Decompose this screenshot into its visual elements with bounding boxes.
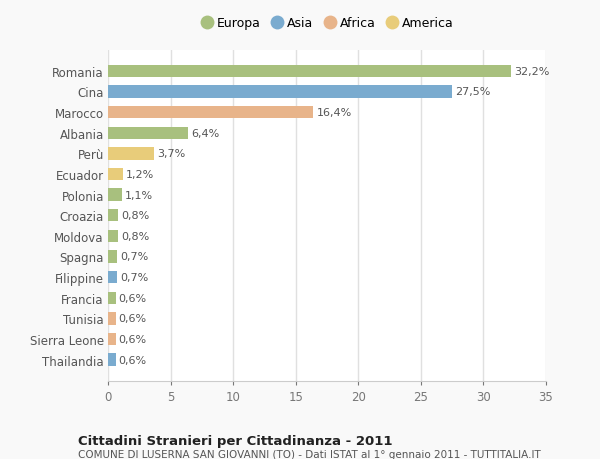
Bar (108, 271, 117, 284)
Text: 0,7%: 0,7% (120, 273, 148, 282)
Text: 16,4%: 16,4% (316, 108, 352, 118)
Bar (108, 251, 117, 263)
Bar (108, 292, 116, 304)
Text: 0,6%: 0,6% (119, 355, 147, 365)
Bar (108, 86, 452, 98)
Bar (108, 333, 116, 345)
Bar (108, 168, 123, 181)
Text: 3,7%: 3,7% (157, 149, 185, 159)
Bar (108, 313, 116, 325)
Text: 6,4%: 6,4% (191, 129, 220, 139)
Legend: Europa, Asia, Africa, America: Europa, Asia, Africa, America (200, 17, 454, 30)
Text: 0,6%: 0,6% (119, 293, 147, 303)
Bar (108, 353, 116, 366)
Bar (108, 106, 313, 119)
Text: 0,8%: 0,8% (121, 211, 149, 221)
Text: 32,2%: 32,2% (514, 67, 550, 77)
Text: Cittadini Stranieri per Cittadinanza - 2011: Cittadini Stranieri per Cittadinanza - 2… (78, 434, 392, 447)
Bar (108, 66, 511, 78)
Text: 1,1%: 1,1% (125, 190, 153, 200)
Bar (108, 189, 122, 202)
Bar (108, 230, 118, 242)
Bar (108, 127, 188, 140)
Bar (108, 210, 118, 222)
Text: COMUNE DI LUSERNA SAN GIOVANNI (TO) - Dati ISTAT al 1° gennaio 2011 - TUTTITALIA: COMUNE DI LUSERNA SAN GIOVANNI (TO) - Da… (78, 449, 541, 459)
Text: 1,2%: 1,2% (126, 169, 154, 179)
Text: 0,8%: 0,8% (121, 231, 149, 241)
Text: 0,6%: 0,6% (119, 313, 147, 324)
Bar (108, 148, 154, 160)
Text: 27,5%: 27,5% (455, 87, 491, 97)
Text: 0,7%: 0,7% (120, 252, 148, 262)
Text: 0,6%: 0,6% (119, 334, 147, 344)
